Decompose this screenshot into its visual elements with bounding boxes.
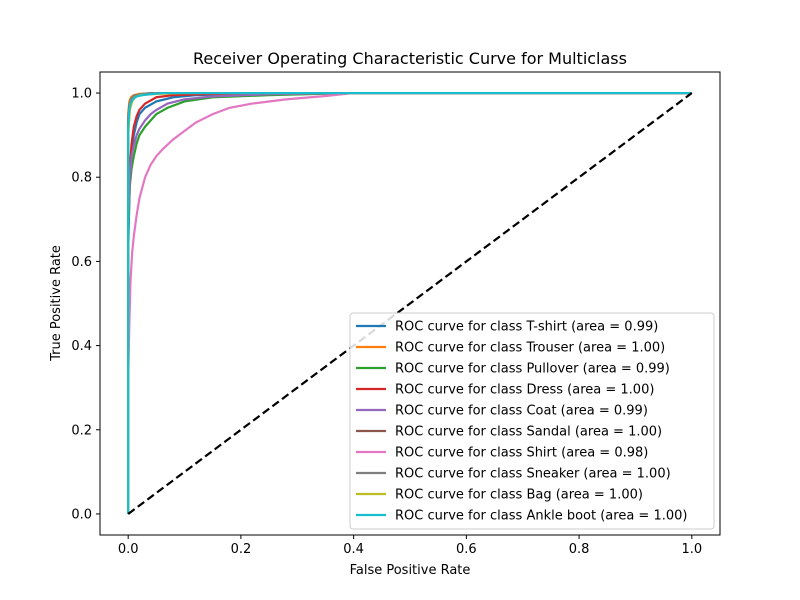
legend-entry: ROC curve for class Bag (area = 1.00) bbox=[395, 488, 643, 503]
roc-curve-9 bbox=[127, 91, 692, 514]
legend-entry: ROC curve for class Coat (area = 0.99) bbox=[395, 404, 648, 419]
y-tick-label: 0.4 bbox=[71, 339, 92, 354]
x-tick-label: 0.2 bbox=[231, 542, 252, 557]
legend-entry: ROC curve for class Pullover (area = 0.9… bbox=[395, 362, 670, 377]
plot-area bbox=[99, 71, 721, 536]
y-tick-label: 0.0 bbox=[71, 507, 92, 522]
x-tick-label: 0.4 bbox=[343, 542, 364, 557]
chance-diagonal-line bbox=[127, 92, 693, 515]
legend-entry: ROC curve for class Shirt (area = 0.98) bbox=[395, 446, 648, 461]
y-tick-label: 0.6 bbox=[71, 255, 92, 270]
x-tick-label: 0.0 bbox=[118, 542, 139, 557]
y-tick-label: 0.2 bbox=[71, 423, 92, 438]
x-axis-label: False Positive Rate bbox=[350, 563, 471, 578]
axes-frame bbox=[99, 71, 721, 536]
roc-curves bbox=[127, 91, 693, 515]
legend-entry: ROC curve for class Dress (area = 1.00) bbox=[395, 383, 654, 398]
x-tick-label: 1.0 bbox=[681, 542, 702, 557]
y-tick-label: 0.8 bbox=[71, 171, 92, 186]
legend-entry: ROC curve for class Sandal (area = 1.00) bbox=[395, 425, 662, 440]
chart-title: Receiver Operating Characteristic Curve … bbox=[193, 49, 627, 68]
y-axis-label: True Positive Rate bbox=[49, 245, 64, 362]
x-tick-label: 0.8 bbox=[569, 542, 590, 557]
roc-curve-6 bbox=[127, 91, 692, 514]
legend-entry: ROC curve for class T-shirt (area = 0.99… bbox=[395, 320, 658, 335]
legend-entry: ROC curve for class Sneaker (area = 1.00… bbox=[395, 467, 671, 482]
y-tick-label: 1.0 bbox=[71, 87, 92, 102]
legend: ROC curve for class T-shirt (area = 0.99… bbox=[349, 312, 715, 530]
axis-ticks: 0.0 0.2 0.4 0.6 0.8 1.0 0.0 0.2 0.4 0.6 0.8 1.0 bbox=[71, 87, 702, 557]
legend-box bbox=[349, 312, 715, 530]
x-tick-label: 0.6 bbox=[456, 542, 477, 557]
legend-entry: ROC curve for class Ankle boot (area = 1… bbox=[395, 509, 687, 524]
roc-curve-4 bbox=[127, 91, 692, 514]
legend-entry: ROC curve for class Trouser (area = 1.00… bbox=[395, 341, 665, 356]
